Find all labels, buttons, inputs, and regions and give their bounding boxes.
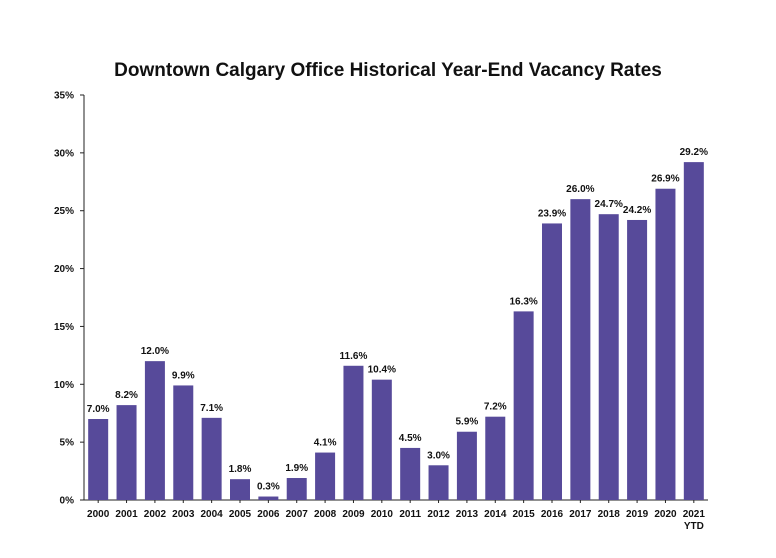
data-labels: 7.0% 8.2% 12.0% 9.9% 7.1% 1.8% 0.3% 1.9% 4.1% 11.… (87, 147, 708, 492)
x-tick-label: 2020 (654, 509, 677, 520)
bar-2021 (683, 162, 704, 500)
data-label: 26.0% (566, 184, 594, 195)
y-tick-label: 0% (60, 496, 75, 507)
x-tick-label: 2004 (201, 509, 224, 520)
x-tick-sublabel: YTD (684, 521, 704, 532)
y-tick-label: 10% (54, 380, 74, 391)
bar-2018 (598, 214, 619, 500)
bars (88, 162, 704, 500)
x-tick-label: 2000 (87, 509, 110, 520)
x-tick-label: 2007 (286, 509, 309, 520)
data-label: 29.2% (680, 147, 708, 158)
bar-2005 (230, 479, 250, 500)
data-label: 5.9% (456, 417, 479, 428)
data-label: 7.1% (200, 403, 223, 414)
bar-2008 (315, 452, 336, 500)
bar-2007 (286, 478, 307, 500)
bar-2004 (201, 417, 222, 500)
y-tick-label: 30% (54, 148, 74, 159)
chart-title: Downtown Calgary Office Historical Year-… (114, 60, 662, 81)
data-label: 12.0% (141, 346, 169, 357)
x-tick-label: 2009 (342, 509, 365, 520)
x-tick-label: 2016 (541, 509, 564, 520)
data-label: 1.8% (229, 464, 252, 475)
data-label: 4.1% (314, 438, 337, 449)
x-tick-label: 2015 (513, 509, 536, 520)
x-tick-label: 2001 (115, 509, 138, 520)
data-label: 11.6% (340, 351, 368, 362)
bar-2014 (485, 416, 506, 500)
x-tick-label: 2008 (314, 509, 337, 520)
x-tick-label: 2014 (484, 509, 507, 520)
x-tick-label: 2021 (683, 509, 706, 520)
data-label: 24.7% (595, 199, 623, 210)
y-tick-label: 20% (54, 264, 74, 275)
y-tick-label: 35% (54, 91, 74, 102)
x-tick-label: 2002 (144, 509, 167, 520)
bar-2006 (258, 496, 279, 500)
x-tick-label: 2011 (399, 509, 421, 520)
data-label: 0.3% (257, 482, 280, 493)
y-axis: 0% 5% 10% 15% 20% 25% 30% 35% (54, 91, 85, 507)
data-label: 7.2% (484, 402, 507, 413)
x-tick-label: 2005 (229, 509, 252, 520)
data-label: 3.0% (427, 450, 450, 461)
x-tick-label: 2003 (172, 509, 195, 520)
data-label: 4.5% (399, 433, 422, 444)
data-label: 10.4% (368, 365, 396, 376)
bar-2017 (570, 199, 591, 500)
data-label: 24.2% (623, 205, 651, 216)
data-label: 7.0% (87, 404, 110, 415)
data-label: 1.9% (285, 463, 308, 474)
data-label: 8.2% (115, 390, 138, 401)
x-tick-label: 2013 (456, 509, 479, 520)
bar-2013 (456, 431, 477, 500)
y-tick-label: 15% (54, 322, 74, 333)
x-tick-label: 2012 (427, 509, 450, 520)
bar-2009 (343, 365, 364, 500)
bar-2020 (655, 188, 676, 500)
bar-2000 (88, 419, 109, 500)
bar-2010 (371, 379, 392, 500)
data-label: 9.9% (172, 370, 195, 381)
data-label: 23.9% (538, 208, 566, 219)
x-tick-label: 2017 (569, 509, 592, 520)
bar-2001 (116, 405, 137, 500)
x-tick-label: 2006 (257, 509, 280, 520)
bar-2003 (173, 385, 194, 500)
bar-2015 (513, 311, 534, 500)
bar-2016 (542, 223, 562, 500)
bar-2012 (428, 465, 449, 500)
data-label: 16.3% (509, 296, 537, 307)
data-label: 26.9% (651, 174, 679, 185)
bar-2011 (400, 447, 421, 500)
x-tick-label: 2019 (626, 509, 649, 520)
y-tick-label: 25% (54, 206, 74, 217)
x-tick-label: 2010 (371, 509, 394, 520)
x-tick-label: 2018 (598, 509, 621, 520)
bar-2002 (144, 361, 165, 500)
x-axis: 2000 2001 2002 2003 2004 2005 2006 2007 2008 2009… (84, 499, 708, 532)
bar-2019 (627, 219, 648, 500)
y-tick-label: 5% (60, 438, 75, 449)
